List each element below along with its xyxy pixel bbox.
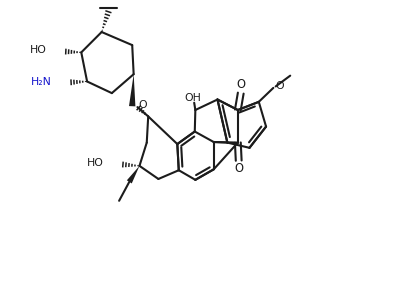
Text: HO: HO [87,158,103,168]
Text: HO: HO [29,45,46,55]
Text: H₂N: H₂N [31,77,52,87]
Polygon shape [129,74,136,106]
Text: O: O [276,81,284,91]
Polygon shape [127,166,140,183]
Text: O: O [235,162,244,175]
Text: O: O [237,79,246,91]
Text: OH: OH [185,93,201,103]
Text: O: O [139,100,147,110]
